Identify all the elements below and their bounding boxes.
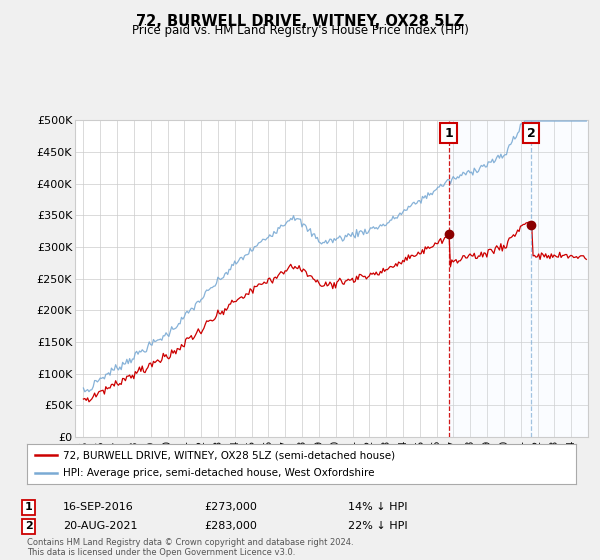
- Text: £283,000: £283,000: [204, 521, 257, 531]
- Text: 72, BURWELL DRIVE, WITNEY, OX28 5LZ: 72, BURWELL DRIVE, WITNEY, OX28 5LZ: [136, 14, 464, 29]
- Text: Contains HM Land Registry data © Crown copyright and database right 2024.
This d: Contains HM Land Registry data © Crown c…: [27, 538, 353, 557]
- Text: HPI: Average price, semi-detached house, West Oxfordshire: HPI: Average price, semi-detached house,…: [62, 468, 374, 478]
- Text: 22% ↓ HPI: 22% ↓ HPI: [348, 521, 407, 531]
- Text: 14% ↓ HPI: 14% ↓ HPI: [348, 502, 407, 512]
- Text: 2: 2: [527, 127, 536, 139]
- Bar: [449, 120, 588, 437]
- Text: 1: 1: [25, 502, 32, 512]
- Text: 2: 2: [25, 521, 32, 531]
- Text: Price paid vs. HM Land Registry's House Price Index (HPI): Price paid vs. HM Land Registry's House …: [131, 24, 469, 37]
- Text: £273,000: £273,000: [204, 502, 257, 512]
- Text: 72, BURWELL DRIVE, WITNEY, OX28 5LZ (semi-detached house): 72, BURWELL DRIVE, WITNEY, OX28 5LZ (sem…: [62, 450, 395, 460]
- Text: 16-SEP-2016: 16-SEP-2016: [63, 502, 134, 512]
- Text: 20-AUG-2021: 20-AUG-2021: [63, 521, 137, 531]
- Text: 1: 1: [444, 127, 453, 139]
